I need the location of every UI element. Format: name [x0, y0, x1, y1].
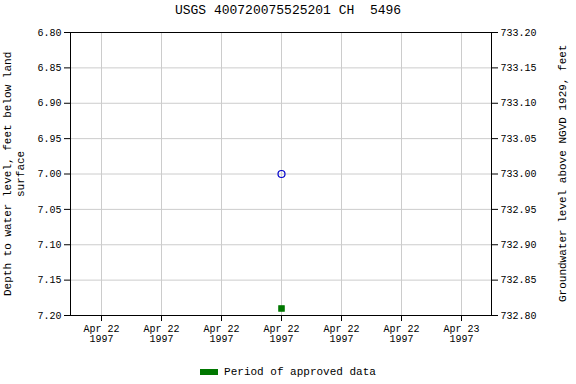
svg-text:733.10: 733.10 [501, 98, 537, 109]
svg-text:6.85: 6.85 [37, 63, 61, 74]
svg-text:733.00: 733.00 [501, 169, 537, 180]
html-text:USGS 400720075525201 CH 5496: USGS 400720075525201 CH 5496 [174, 3, 402, 18]
svg-text:733.05: 733.05 [501, 134, 537, 145]
svg-text:Apr 221997: Apr 221997 [143, 324, 179, 345]
svg-text:732.85: 732.85 [501, 275, 537, 286]
svg-text:732.90: 732.90 [501, 240, 537, 251]
svg-text:7.20: 7.20 [37, 311, 61, 322]
svg-text:733.20: 733.20 [501, 28, 537, 39]
svg-text:732.80: 732.80 [501, 311, 537, 322]
svg-text:Apr 221997: Apr 221997 [383, 324, 419, 345]
svg-text:6.95: 6.95 [37, 134, 61, 145]
html-text:Depth to water level, feet bel: Depth to water level, feet below land su… [2, 51, 27, 296]
svg-text:7.05: 7.05 [37, 205, 61, 216]
svg-text:Apr 231997: Apr 231997 [443, 324, 479, 345]
html-text:Groundwater level above NGVD 1: Groundwater level above NGVD 1929, feet [557, 44, 569, 303]
svg-text:7.00: 7.00 [37, 169, 61, 180]
svg-text:6.80: 6.80 [37, 28, 61, 39]
svg-text:7.10: 7.10 [37, 240, 61, 251]
svg-text:Apr 221997: Apr 221997 [263, 324, 299, 345]
svg-text:Apr 221997: Apr 221997 [323, 324, 359, 345]
html-text:Period of approved data: Period of approved data [224, 366, 376, 378]
svg-text:Apr 221997: Apr 221997 [83, 324, 119, 345]
svg-text:733.15: 733.15 [501, 63, 537, 74]
svg-text:Apr 221997: Apr 221997 [203, 324, 239, 345]
svg-text:6.90: 6.90 [37, 98, 61, 109]
svg-text:7.15: 7.15 [37, 275, 61, 286]
svg-text:732.95: 732.95 [501, 205, 537, 216]
